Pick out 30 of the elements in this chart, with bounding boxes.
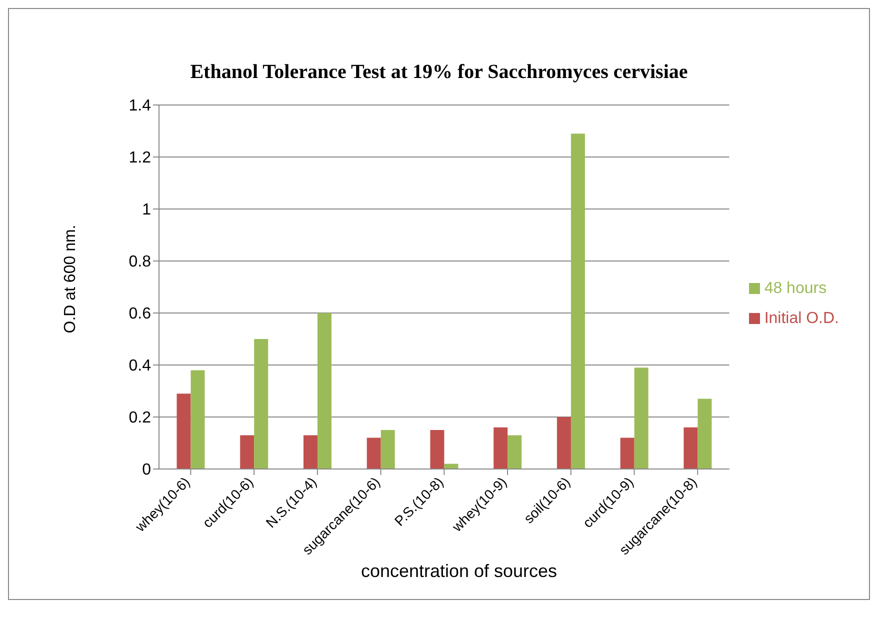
y-tick-label: 0.2 [128, 410, 152, 427]
bar [240, 435, 254, 469]
y-tick-label: 0.4 [128, 358, 152, 375]
chart-title: Ethanol Tolerance Test at 19% for Sacchromyces cervisiae [189, 61, 689, 84]
bar [190, 370, 205, 469]
bar [254, 339, 268, 469]
y-tick-label: 0.8 [128, 254, 152, 271]
bar [508, 435, 522, 469]
bar [698, 398, 712, 469]
y-tick-label: 1.2 [128, 150, 152, 167]
bar [176, 394, 191, 469]
bar [494, 427, 508, 469]
bar [366, 438, 381, 469]
legend-label: 48 hours [764, 280, 827, 297]
bar [303, 435, 318, 469]
bar [684, 427, 698, 469]
bar [570, 134, 585, 469]
bar [317, 313, 332, 469]
bar [620, 438, 634, 469]
x-axis-title: concentration of sources [360, 561, 558, 582]
y-tick-label: 0.6 [128, 306, 152, 323]
bar [380, 430, 395, 469]
y-tick-label: 1.4 [128, 98, 152, 115]
y-tick-label: 1 [142, 202, 152, 219]
y-tick-label: 0 [142, 462, 152, 479]
bar [556, 417, 571, 469]
bar [430, 430, 444, 469]
legend-label: Initial O.D. [764, 310, 839, 327]
bar [634, 368, 648, 469]
y-axis-title: O.D at 600 nm. [62, 224, 80, 334]
